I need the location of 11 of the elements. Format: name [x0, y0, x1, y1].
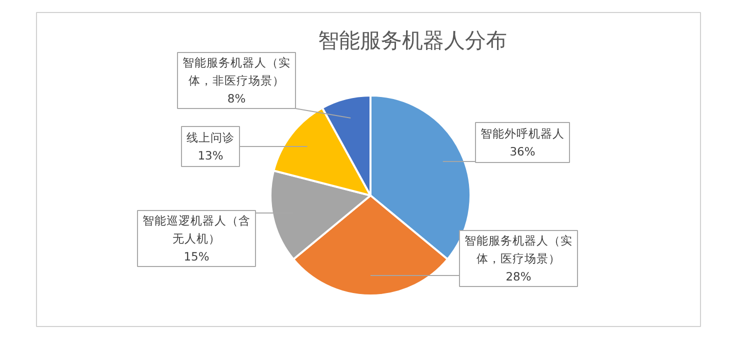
- data-label: 36%: [510, 144, 536, 159]
- slice-label: 智能外呼机器人: [480, 126, 564, 140]
- slice-label: 智能服务机器人（实体，非医疗场景）: [182, 55, 290, 88]
- slice-label: 智能巡逻机器人（含无人机）: [142, 213, 250, 246]
- chart-title: 智能服务机器人分布: [318, 28, 507, 52]
- data-label: 8%: [227, 92, 246, 106]
- slice-label: 智能服务机器人（实体，医疗场景）: [464, 233, 572, 266]
- data-label: 28%: [506, 270, 532, 284]
- slice-label: 线上问诊: [186, 130, 234, 144]
- data-label: 15%: [184, 250, 210, 264]
- data-label: 13%: [198, 148, 224, 163]
